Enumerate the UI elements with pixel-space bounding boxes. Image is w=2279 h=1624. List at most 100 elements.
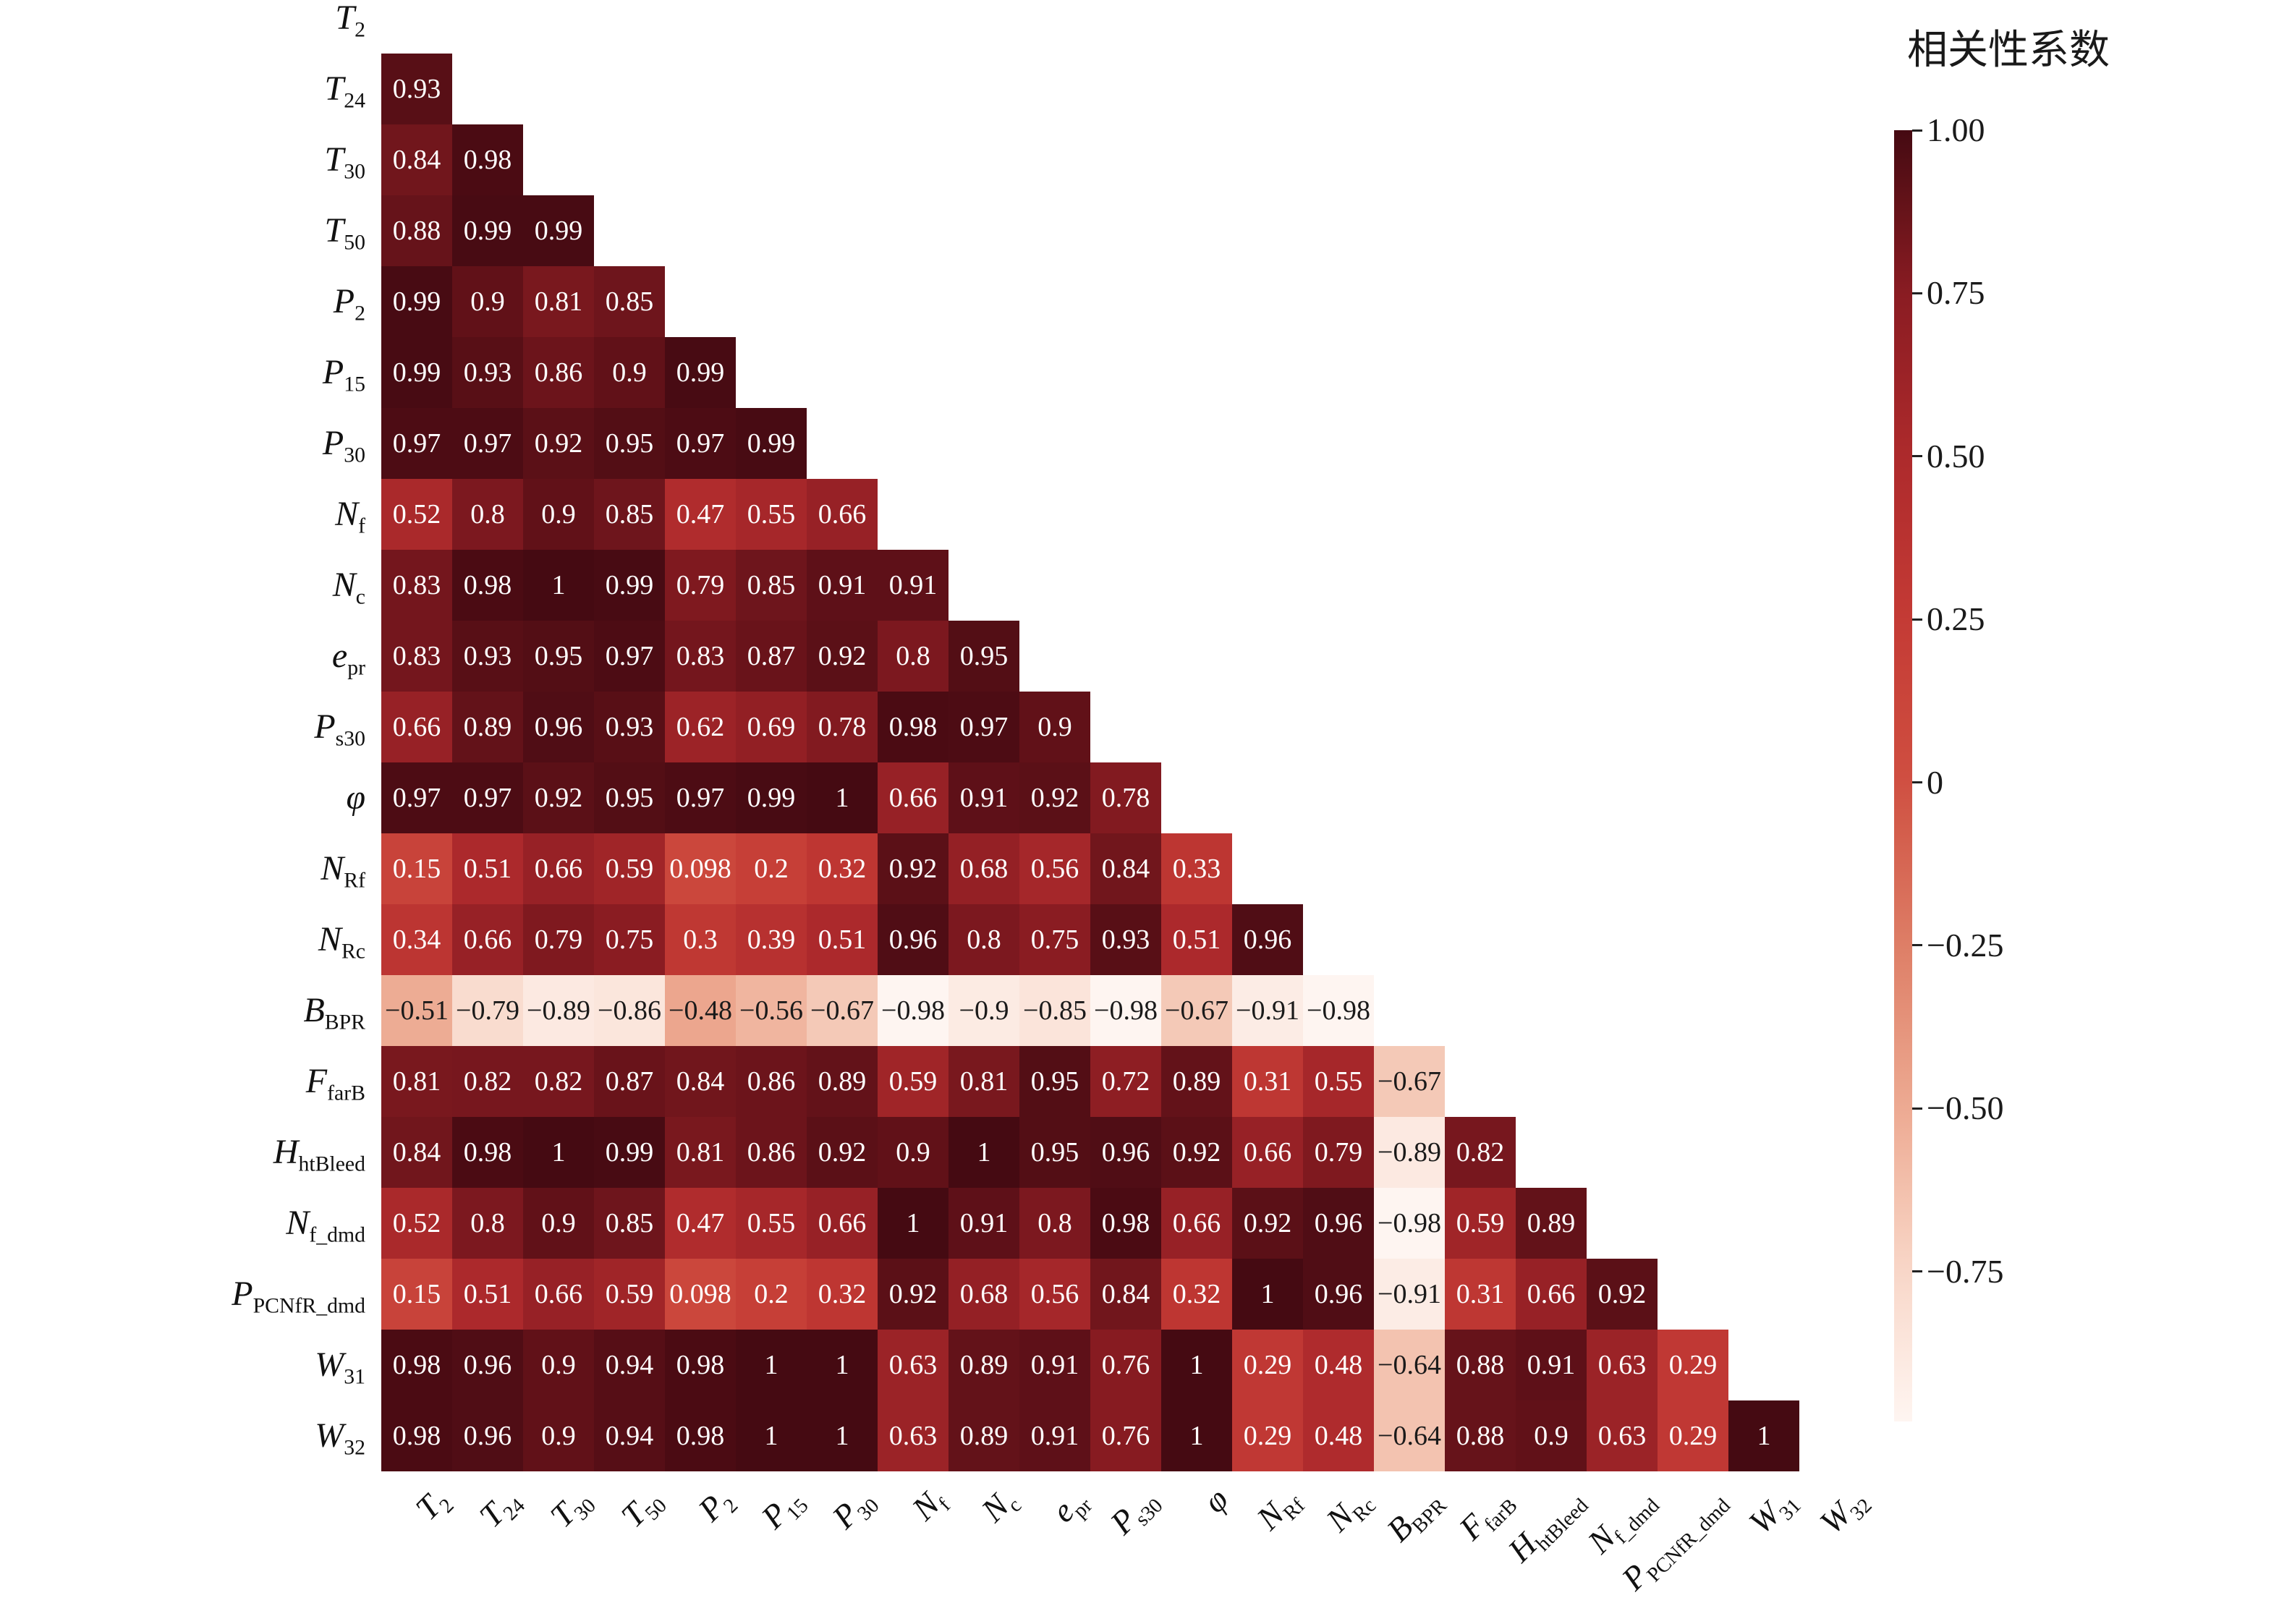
- column-label: P2: [690, 1480, 742, 1529]
- heatmap-cell: 1: [523, 1117, 594, 1188]
- variable-subscript: 31: [344, 1364, 365, 1389]
- heatmap-cell: 0.84: [665, 1046, 736, 1117]
- variable-base: P: [322, 353, 344, 391]
- heatmap-cell: 0.91: [807, 550, 878, 621]
- heatmap-cell: 0.75: [594, 904, 665, 975]
- heatmap-cell: −0.98: [878, 975, 948, 1046]
- variable-subscript: 32: [344, 1435, 365, 1460]
- column-label: T2: [408, 1480, 459, 1528]
- heatmap-cell: 0.9: [523, 1188, 594, 1259]
- heatmap-cell: 0.95: [1019, 1117, 1090, 1188]
- variable-base: φ: [346, 778, 365, 817]
- heatmap-cell: 0.81: [381, 1046, 452, 1117]
- heatmap-cell: 0.81: [948, 1046, 1019, 1117]
- row-label: BBPR: [0, 975, 365, 1046]
- heatmap-cell: 0.59: [878, 1046, 948, 1117]
- heatmap-cell: 0.87: [594, 1046, 665, 1117]
- variable-base: P: [333, 282, 355, 320]
- heatmap-cell: 0.9: [594, 337, 665, 408]
- heatmap-cell: 0.97: [452, 408, 523, 479]
- heatmap-cell: −0.67: [1374, 1046, 1445, 1117]
- column-label: φ: [1195, 1480, 1235, 1520]
- heatmap-cell: 0.89: [1161, 1046, 1232, 1117]
- heatmap-cell: 0.29: [1658, 1330, 1728, 1400]
- heatmap-cell: 0.63: [878, 1330, 948, 1400]
- column-label: HhtBleed: [1501, 1480, 1592, 1570]
- heatmap-cell: 0.98: [878, 692, 948, 762]
- variable-subscript: 2: [355, 301, 365, 326]
- column-label: T24: [472, 1480, 529, 1535]
- heatmap-cell: 0.93: [594, 692, 665, 762]
- heatmap-cell: 0.96: [523, 692, 594, 762]
- heatmap-cell: 0.87: [736, 621, 807, 692]
- heatmap-cell: 0.31: [1232, 1046, 1303, 1117]
- heatmap-cell: 0.89: [452, 692, 523, 762]
- variable-base: T: [324, 69, 344, 108]
- heatmap-cell: 0.89: [948, 1400, 1019, 1471]
- heatmap-cell: 0.69: [736, 692, 807, 762]
- heatmap-cell: 0.98: [1090, 1188, 1161, 1259]
- heatmap-cell: 1: [948, 1117, 1019, 1188]
- variable-base: T: [324, 140, 344, 179]
- colorbar-gradient: [1894, 130, 1912, 1421]
- heatmap-cell: 0.92: [1019, 762, 1090, 833]
- colorbar-tick-mark: [1912, 781, 1922, 783]
- column-label: W31: [1741, 1480, 1805, 1542]
- heatmap-cell: 0.89: [807, 1046, 878, 1117]
- heatmap-cell: 0.91: [1019, 1400, 1090, 1471]
- heatmap-cell: −0.67: [807, 975, 878, 1046]
- heatmap-cell: 0.92: [1161, 1117, 1232, 1188]
- heatmap-cell: 0.66: [381, 692, 452, 762]
- column-label: P30: [825, 1480, 884, 1536]
- row-label: Ps30: [0, 692, 365, 762]
- heatmap-cell: 0.78: [1090, 762, 1161, 833]
- row-label: NRf: [0, 833, 365, 904]
- heatmap-cell: 0.91: [948, 1188, 1019, 1259]
- heatmap-cell: −0.98: [1090, 975, 1161, 1046]
- heatmap-cell: 0.29: [1232, 1330, 1303, 1400]
- heatmap-cell: 0.89: [948, 1330, 1019, 1400]
- heatmap-cell: 0.92: [523, 408, 594, 479]
- heatmap-cell: 0.82: [452, 1046, 523, 1117]
- variable-base: W: [315, 1345, 344, 1384]
- colorbar-tick-mark: [1912, 129, 1922, 132]
- heatmap-cell: 0.72: [1090, 1046, 1161, 1117]
- heatmap-cell: 0.98: [452, 1117, 523, 1188]
- heatmap-cell: 1: [1232, 1259, 1303, 1330]
- variable-subscript: s30: [335, 726, 365, 751]
- variable-base: H: [273, 1133, 299, 1171]
- heatmap-cell: 0.33: [1161, 833, 1232, 904]
- heatmap-cell: 0.32: [807, 1259, 878, 1330]
- heatmap-cell: −0.9: [948, 975, 1019, 1046]
- heatmap-cell: 0.91: [1019, 1330, 1090, 1400]
- heatmap-cell: 0.91: [1516, 1330, 1587, 1400]
- heatmap-cell: 0.97: [594, 621, 665, 692]
- heatmap-cell: 0.79: [1303, 1117, 1374, 1188]
- colorbar-tick-label: −0.50: [1927, 1089, 2004, 1127]
- heatmap-cell: 0.8: [948, 904, 1019, 975]
- heatmap-cell: 0.8: [878, 621, 948, 692]
- heatmap-cell: 0.63: [1587, 1330, 1658, 1400]
- heatmap-cell: 0.9: [878, 1117, 948, 1188]
- variable-base: F: [305, 1062, 328, 1100]
- heatmap-cell: 0.93: [1090, 904, 1161, 975]
- variable-base: N: [335, 495, 359, 533]
- variable-base: N: [1318, 1497, 1361, 1539]
- heatmap-cell: 0.56: [1019, 1259, 1090, 1330]
- column-label: NRf: [1249, 1480, 1310, 1537]
- heatmap-cell: 0.2: [736, 833, 807, 904]
- colorbar-tick-label: 1.00: [1927, 111, 1985, 148]
- heatmap-cell: −0.64: [1374, 1400, 1445, 1471]
- heatmap-cell: 0.96: [878, 904, 948, 975]
- heatmap-cell: −0.89: [1374, 1117, 1445, 1188]
- heatmap-cell: 0.8: [452, 479, 523, 550]
- variable-base: H: [1501, 1526, 1545, 1569]
- column-label: T50: [614, 1480, 671, 1535]
- heatmap-cell: −0.89: [523, 975, 594, 1046]
- heatmap-cell: 0.85: [594, 479, 665, 550]
- variable-base: B: [303, 991, 325, 1029]
- heatmap-cell: 0.098: [665, 1259, 736, 1330]
- heatmap-cell: 0.92: [878, 833, 948, 904]
- heatmap-cell: 0.66: [523, 833, 594, 904]
